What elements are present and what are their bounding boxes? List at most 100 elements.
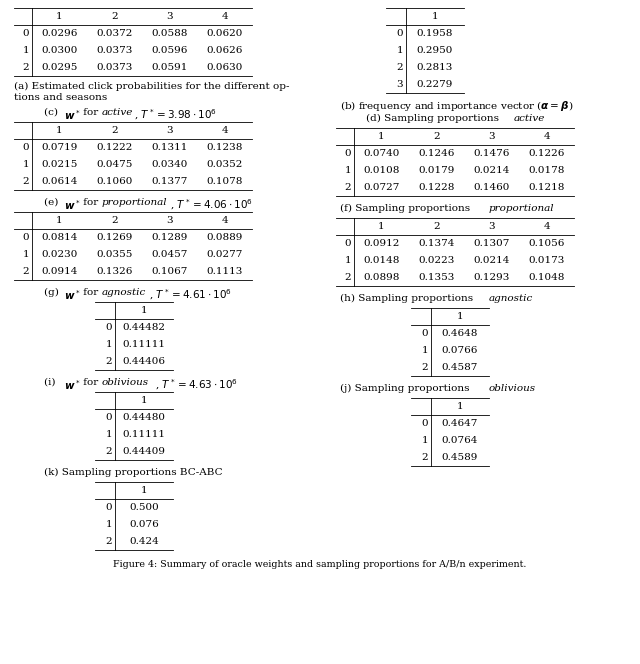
Text: 0.1226: 0.1226 [528, 149, 564, 158]
Text: 0.0373: 0.0373 [96, 46, 132, 55]
Text: 0.0912: 0.0912 [364, 239, 400, 248]
Text: active: active [514, 114, 545, 123]
Text: proportional: proportional [489, 204, 555, 213]
Text: proportional: proportional [102, 198, 168, 207]
Text: 0.0457: 0.0457 [151, 250, 188, 259]
Text: 0.0355: 0.0355 [96, 250, 132, 259]
Text: 0: 0 [344, 149, 351, 158]
Text: 0.0296: 0.0296 [42, 29, 77, 38]
Text: 1: 1 [141, 486, 147, 495]
Text: (g): (g) [44, 288, 62, 297]
Text: 1: 1 [22, 46, 29, 55]
Text: 0.44406: 0.44406 [122, 357, 166, 366]
Text: agnostic: agnostic [102, 288, 147, 297]
Text: 0.0295: 0.0295 [42, 63, 77, 72]
Text: 2: 2 [22, 63, 29, 72]
Text: 0.4648: 0.4648 [442, 329, 478, 338]
Text: 0.0214: 0.0214 [474, 256, 509, 265]
Text: 3: 3 [488, 222, 495, 231]
Text: , $T^* = 4.06 \cdot 10^6$: , $T^* = 4.06 \cdot 10^6$ [170, 198, 253, 212]
Text: , $T^* = 4.63 \cdot 10^6$: , $T^* = 4.63 \cdot 10^6$ [155, 378, 238, 392]
Text: (c): (c) [44, 108, 61, 117]
Text: 4: 4 [221, 126, 228, 135]
Text: oblivious: oblivious [489, 384, 536, 393]
Text: 0.44409: 0.44409 [122, 447, 166, 456]
Text: 0.424: 0.424 [129, 537, 159, 546]
Text: 0.2950: 0.2950 [417, 46, 453, 55]
Text: 0.4587: 0.4587 [442, 363, 478, 372]
Text: 0.0766: 0.0766 [442, 346, 478, 355]
Text: 0: 0 [106, 323, 112, 332]
Text: 4: 4 [543, 222, 550, 231]
Text: (b) frequency and importance vector ($\boldsymbol{\alpha} = \boldsymbol{\beta}$): (b) frequency and importance vector ($\b… [340, 99, 573, 113]
Text: 2: 2 [106, 447, 112, 456]
Text: 1: 1 [344, 166, 351, 175]
Text: 0.4647: 0.4647 [442, 419, 478, 428]
Text: 0: 0 [106, 413, 112, 422]
Text: 0.1374: 0.1374 [419, 239, 454, 248]
Text: (i): (i) [44, 378, 59, 387]
Text: 0: 0 [421, 329, 428, 338]
Text: 0.1238: 0.1238 [206, 143, 243, 152]
Text: 0.2279: 0.2279 [417, 80, 453, 89]
Text: 3: 3 [166, 216, 173, 225]
Text: 2: 2 [344, 273, 351, 282]
Text: 2: 2 [344, 183, 351, 192]
Text: for: for [80, 108, 102, 117]
Text: 0.1056: 0.1056 [528, 239, 564, 248]
Text: for: for [80, 288, 102, 297]
Text: 2: 2 [111, 12, 118, 21]
Text: 0.1228: 0.1228 [419, 183, 454, 192]
Text: 0.0914: 0.0914 [42, 267, 77, 276]
Text: 0: 0 [344, 239, 351, 248]
Text: 3: 3 [166, 12, 173, 21]
Text: 0.1293: 0.1293 [474, 273, 509, 282]
Text: 0.0898: 0.0898 [364, 273, 400, 282]
Text: 0.1460: 0.1460 [474, 183, 509, 192]
Text: 0.0591: 0.0591 [151, 63, 188, 72]
Text: 0.0727: 0.0727 [364, 183, 400, 192]
Text: 1: 1 [106, 520, 112, 529]
Text: 0.0475: 0.0475 [96, 160, 132, 169]
Text: 0.0179: 0.0179 [419, 166, 454, 175]
Text: , $T^* = 3.98 \cdot 10^6$: , $T^* = 3.98 \cdot 10^6$ [134, 108, 217, 122]
Text: 0.0588: 0.0588 [151, 29, 188, 38]
Text: 3: 3 [396, 80, 403, 89]
Text: 1: 1 [457, 312, 463, 321]
Text: 2: 2 [421, 363, 428, 372]
Text: 2: 2 [22, 177, 29, 186]
Text: 0.0300: 0.0300 [42, 46, 77, 55]
Text: 0.0215: 0.0215 [42, 160, 77, 169]
Text: for: for [80, 378, 102, 387]
Text: 0.0214: 0.0214 [474, 166, 509, 175]
Text: 2: 2 [106, 357, 112, 366]
Text: 2: 2 [111, 216, 118, 225]
Text: for: for [80, 198, 102, 207]
Text: (a) Estimated click probabilities for the different op-: (a) Estimated click probabilities for th… [14, 82, 289, 91]
Text: 2: 2 [421, 453, 428, 462]
Text: 0.1060: 0.1060 [96, 177, 132, 186]
Text: tions and seasons: tions and seasons [14, 93, 108, 102]
Text: 0.1289: 0.1289 [151, 233, 188, 242]
Text: 0.0372: 0.0372 [96, 29, 132, 38]
Text: 0: 0 [396, 29, 403, 38]
Text: (f) Sampling proportions: (f) Sampling proportions [340, 204, 474, 213]
Text: 0.11111: 0.11111 [122, 430, 166, 439]
Text: 0.1353: 0.1353 [419, 273, 454, 282]
Text: (h) Sampling proportions: (h) Sampling proportions [340, 294, 476, 303]
Text: 0.0814: 0.0814 [42, 233, 77, 242]
Text: 1: 1 [106, 430, 112, 439]
Text: 1: 1 [378, 132, 385, 141]
Text: 0.1113: 0.1113 [206, 267, 243, 276]
Text: 0.0764: 0.0764 [442, 436, 478, 445]
Text: 0.0596: 0.0596 [151, 46, 188, 55]
Text: 1: 1 [56, 12, 63, 21]
Text: oblivious: oblivious [102, 378, 149, 387]
Text: $\boldsymbol{w}^*$: $\boldsymbol{w}^*$ [64, 198, 81, 212]
Text: 0: 0 [421, 419, 428, 428]
Text: 0.1078: 0.1078 [206, 177, 243, 186]
Text: 0.4589: 0.4589 [442, 453, 478, 462]
Text: 1: 1 [421, 436, 428, 445]
Text: 0.0173: 0.0173 [528, 256, 564, 265]
Text: 0.1269: 0.1269 [96, 233, 132, 242]
